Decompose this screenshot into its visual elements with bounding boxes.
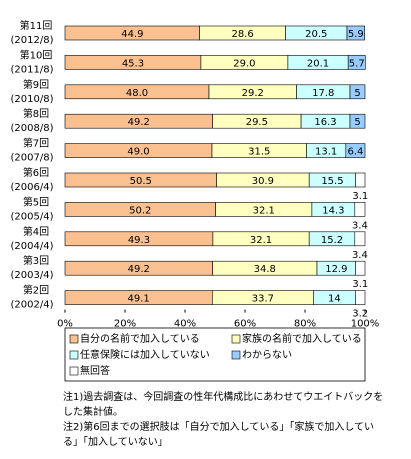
value-label: 32.1: [250, 235, 272, 246]
legend-swatch: [231, 334, 241, 344]
value-label: 5.7: [349, 58, 365, 69]
x-tick-label: 0%: [57, 319, 73, 330]
value-label: 32.1: [253, 205, 275, 216]
legend-label: 無回答: [80, 364, 110, 377]
legend-swatch: [69, 334, 79, 344]
value-label: 49.1: [128, 294, 150, 305]
value-label: 44.9: [121, 29, 143, 40]
value-label: 31.5: [248, 147, 270, 158]
bar-segment: [354, 231, 366, 247]
bar-segment: [355, 290, 366, 305]
legend-label: わからない: [242, 349, 292, 361]
row-label: (2006/4): [11, 182, 54, 193]
bar-segment: [345, 143, 366, 158]
value-label: 14.3: [322, 205, 344, 216]
value-label: 50.2: [129, 205, 151, 216]
row-label: (2004/4): [11, 241, 54, 252]
value-label: 20.1: [307, 58, 329, 69]
bar-segment: [355, 172, 366, 188]
value-label: 29.5: [246, 117, 268, 128]
value-label: 12.9: [325, 264, 347, 275]
row-label: 第9回: [23, 78, 49, 91]
x-tick-label: 40%: [174, 319, 196, 330]
legend-label: 家族の名前で加入している: [242, 332, 362, 345]
bar-segment: [349, 84, 366, 100]
x-tick-label: 20%: [114, 319, 136, 330]
note: 注2)第6回までの選択肢は「自分で加入している」「家族で加入してい: [63, 420, 374, 433]
value-label: 5: [354, 117, 360, 128]
row-label: 第2回: [23, 284, 49, 297]
row-label: (2002/4): [11, 300, 54, 311]
legend-swatch: [231, 350, 241, 360]
row-label: 第3回: [23, 254, 49, 267]
value-label: 28.6: [231, 29, 253, 40]
x-tick-label: 60%: [234, 319, 256, 330]
value-label: 5.9: [348, 29, 364, 40]
x-tick-label: 80%: [294, 319, 316, 330]
note: した集計値。: [63, 405, 123, 418]
bar-segment: [355, 260, 366, 276]
value-label: 45.3: [122, 58, 144, 69]
value-label: 15.5: [321, 176, 343, 187]
row-label: (2005/4): [11, 211, 54, 222]
row-label: 第10回: [20, 48, 53, 61]
legend-label: 自分の名前で加入している: [80, 332, 200, 345]
row-label: (2011/8): [11, 64, 54, 75]
value-label: 14: [328, 294, 341, 305]
bar-segment: [354, 202, 366, 217]
row-label: (2007/8): [11, 153, 54, 164]
row-label: (2012/8): [11, 35, 54, 46]
row-label: 第8回: [23, 107, 49, 120]
row-label: (2010/8): [11, 94, 54, 105]
value-label: 34.8: [254, 264, 276, 275]
value-label: 49.0: [127, 147, 149, 158]
value-label: 30.9: [252, 176, 274, 187]
value-label: 16.3: [314, 117, 336, 128]
value-label: 49.2: [128, 264, 150, 275]
value-label: 29.0: [233, 58, 255, 69]
value-label: 33.7: [252, 294, 274, 305]
value-label: 3.4: [352, 220, 368, 231]
value-label: 3.4: [352, 250, 368, 261]
row-label: 第5回: [23, 195, 49, 208]
bar-segment: [346, 25, 366, 41]
legend-box: [64, 327, 366, 382]
row-label: (2008/8): [11, 123, 54, 134]
row-label: (2003/4): [11, 270, 54, 281]
value-label: 3.1: [352, 191, 368, 202]
value-label: 29.2: [242, 88, 264, 99]
legend-label: 任意保険には加入していない: [80, 348, 210, 361]
value-label: 20.5: [305, 29, 327, 40]
row-label: 第11回: [20, 19, 53, 32]
row-label: 第4回: [23, 225, 49, 238]
legend-swatch: [69, 366, 79, 376]
value-label: 49.2: [128, 117, 150, 128]
note: 注1)過去調査は、今回調査の性年代構成比にあわせてウエイトバックを: [63, 390, 383, 403]
legend-swatch: [69, 350, 79, 360]
value-label: 15.2: [321, 235, 343, 246]
bar-segment: [349, 113, 366, 129]
value-label: 50.5: [130, 176, 152, 187]
note: る」「加入していない」: [63, 436, 168, 448]
row-label: 第6回: [23, 166, 49, 179]
row-label: 第7回: [23, 137, 49, 150]
x-tick-label: 100%: [351, 319, 380, 330]
value-label: 3.2: [352, 309, 368, 320]
value-label: 17.8: [312, 88, 334, 99]
value-label: 6.4: [347, 147, 363, 158]
value-label: 48.0: [126, 88, 148, 99]
value-label: 5: [354, 88, 360, 99]
bar-segment: [347, 55, 366, 70]
value-label: 3.1: [352, 279, 368, 290]
value-label: 49.3: [128, 235, 150, 246]
value-label: 13.1: [315, 147, 337, 158]
